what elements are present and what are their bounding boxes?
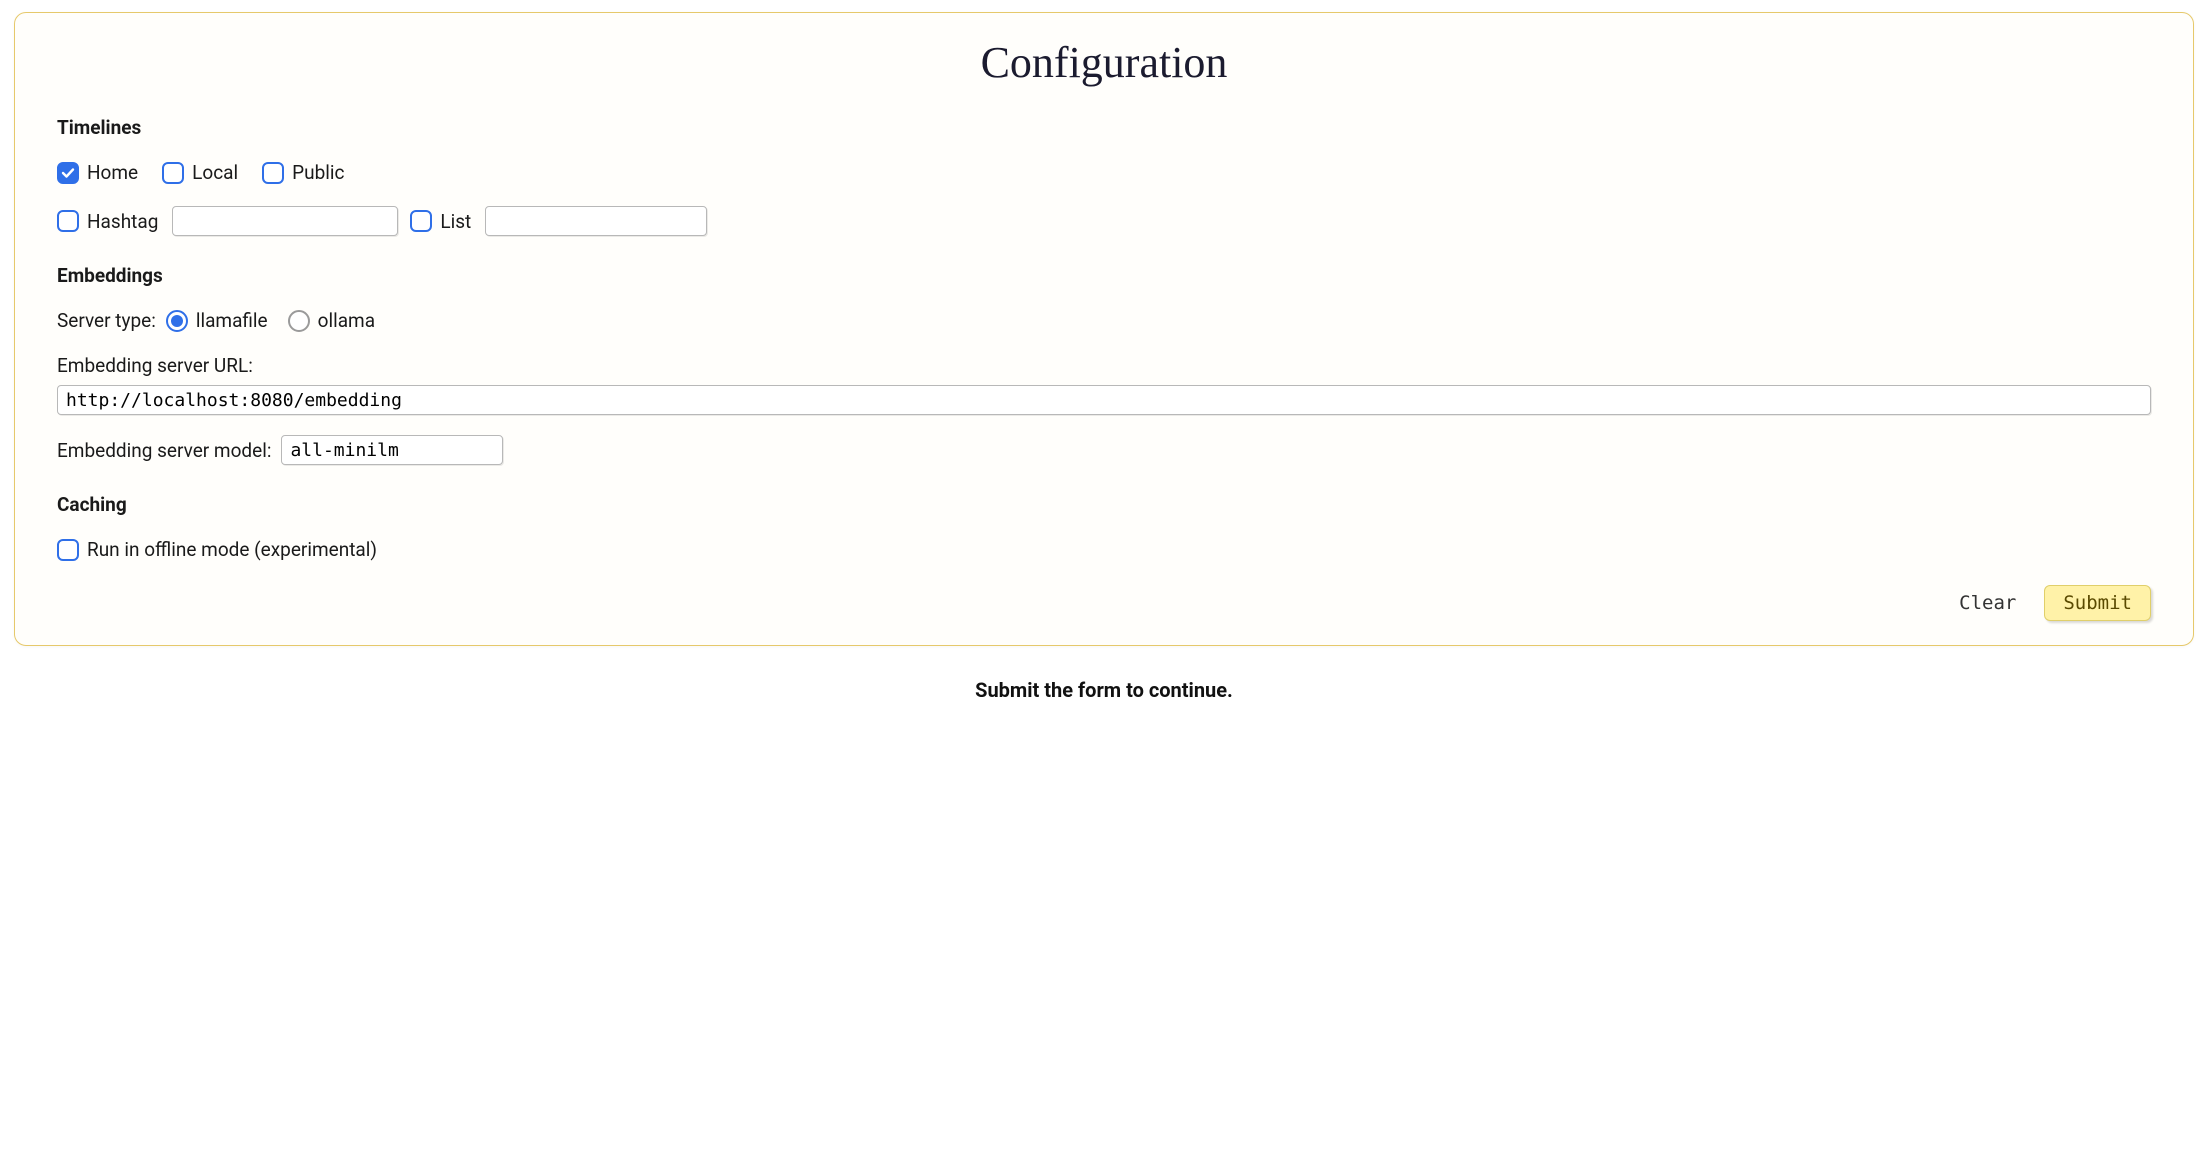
caching-heading: Caching: [57, 493, 2151, 516]
timelines-row-2: Hashtag List: [57, 206, 2151, 236]
hashtag-checkbox[interactable]: [57, 210, 79, 232]
footer-message: Submit the form to continue.: [14, 678, 2194, 702]
embedding-model-field: Embedding server model:: [57, 435, 2151, 465]
list-checkbox[interactable]: [410, 210, 432, 232]
submit-button[interactable]: Submit: [2044, 585, 2151, 621]
list-input[interactable]: [485, 206, 707, 236]
public-label: Public: [292, 161, 344, 184]
embedding-url-label: Embedding server URL:: [57, 354, 2151, 377]
hashtag-input[interactable]: [172, 206, 398, 236]
llamafile-label: llamafile: [196, 309, 268, 332]
timelines-row-1: Home Local Public: [57, 161, 2151, 184]
embedding-url-field: Embedding server URL:: [57, 354, 2151, 415]
embedding-model-label: Embedding server model:: [57, 439, 271, 462]
public-checkbox[interactable]: [262, 162, 284, 184]
hashtag-label: Hashtag: [87, 210, 158, 233]
home-label: Home: [87, 161, 138, 184]
server-type-row: Server type: llamafile ollama: [57, 309, 2151, 332]
configuration-panel: Configuration Timelines Home Local Publi…: [14, 12, 2194, 646]
list-label: List: [440, 210, 471, 233]
embedding-model-input[interactable]: [281, 435, 503, 465]
offline-label: Run in offline mode (experimental): [87, 538, 377, 561]
ollama-label: ollama: [318, 309, 375, 332]
page-title: Configuration: [57, 37, 2151, 88]
llamafile-radio[interactable]: [166, 310, 188, 332]
embedding-url-input[interactable]: [57, 385, 2151, 415]
ollama-radio[interactable]: [288, 310, 310, 332]
home-checkbox[interactable]: [57, 162, 79, 184]
local-label: Local: [192, 161, 238, 184]
embeddings-heading: Embeddings: [57, 264, 2151, 287]
offline-checkbox[interactable]: [57, 539, 79, 561]
local-checkbox[interactable]: [162, 162, 184, 184]
actions-row: Clear Submit: [57, 585, 2151, 621]
timelines-heading: Timelines: [57, 116, 2151, 139]
clear-button[interactable]: Clear: [1955, 586, 2020, 620]
server-type-label: Server type:: [57, 309, 156, 332]
caching-row: Run in offline mode (experimental): [57, 538, 2151, 561]
